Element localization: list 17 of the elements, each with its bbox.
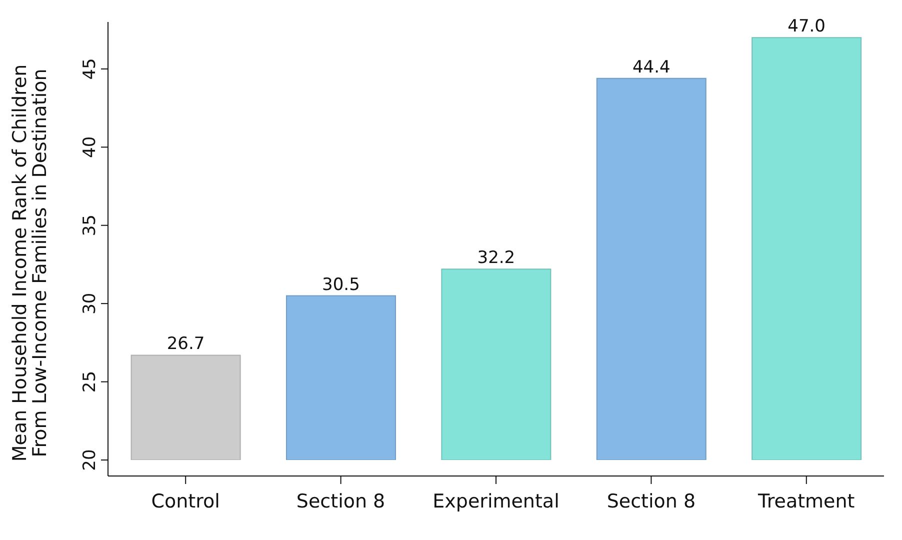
x-tick-label: Control — [151, 490, 220, 512]
x-tick-label: Treatment — [757, 490, 855, 512]
y-axis-title: Mean Household Income Rank of Children From Low-Income Families in Destination — [9, 64, 51, 462]
y-tick-label: 45 — [80, 58, 100, 80]
data-label: 30.5 — [322, 274, 360, 295]
data-label: 47.0 — [788, 16, 826, 37]
y-tick-label: 30 — [80, 292, 100, 314]
data-label: 32.2 — [477, 248, 516, 268]
x-tick-label: Experimental — [432, 490, 560, 512]
data-label: 26.7 — [166, 334, 205, 354]
y-tick-label: 35 — [80, 214, 100, 236]
x-tick-label: Section 8 — [296, 490, 386, 512]
data-label: 44.4 — [632, 57, 670, 78]
y-tick-label: 25 — [80, 370, 100, 393]
x-tick-label: Section 8 — [606, 490, 696, 512]
y-tick-label: 40 — [80, 136, 100, 158]
y-tick-label: 20 — [80, 449, 100, 471]
